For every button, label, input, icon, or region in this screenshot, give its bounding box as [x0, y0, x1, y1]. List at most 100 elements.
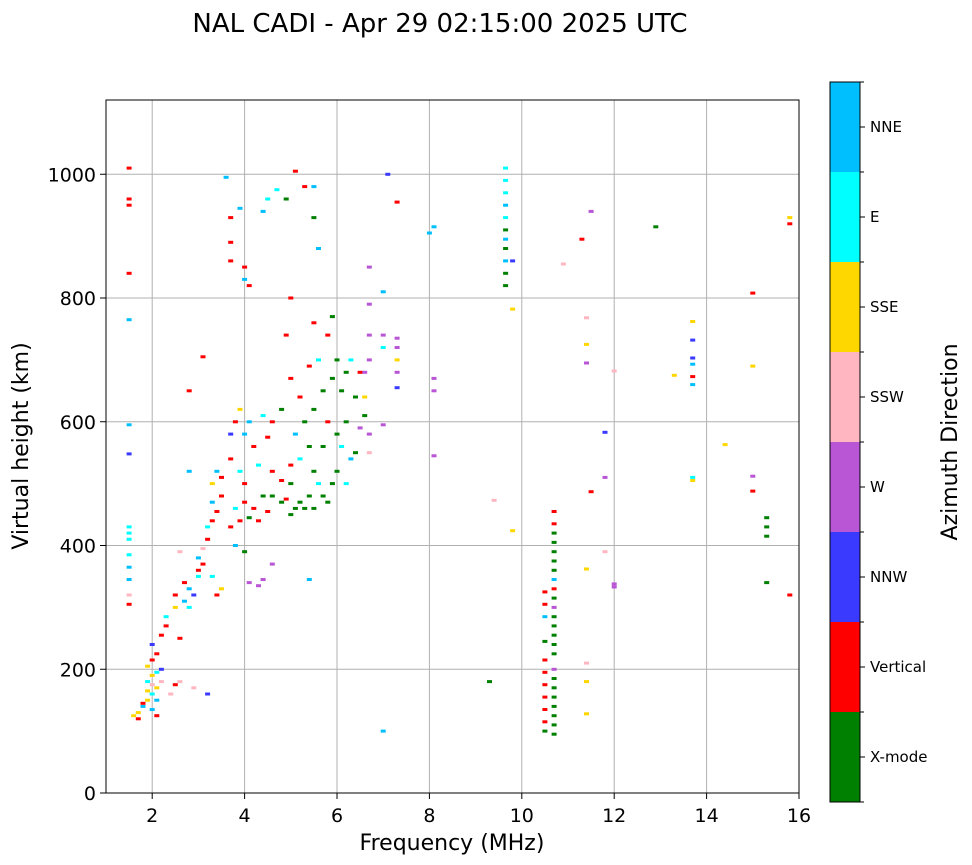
data-point: [542, 670, 548, 674]
data-point: [394, 370, 400, 374]
data-point: [380, 346, 386, 349]
data-point: [195, 574, 201, 578]
data-point: [764, 516, 770, 520]
colorbar-label: SSW: [870, 388, 904, 406]
data-point: [394, 200, 400, 204]
data-point: [214, 593, 220, 597]
data-point: [503, 216, 509, 220]
data-point: [348, 358, 354, 362]
data-point: [362, 395, 368, 399]
data-point: [503, 259, 509, 263]
data-point: [292, 506, 298, 510]
data-point: [690, 320, 696, 323]
data-point: [274, 188, 280, 192]
data-point: [145, 680, 151, 684]
data-point: [200, 355, 206, 359]
data-point: [653, 225, 659, 229]
data-point: [219, 475, 224, 479]
data-point: [366, 451, 372, 455]
data-point: [487, 680, 492, 684]
data-point: [140, 704, 146, 708]
data-point: [237, 206, 243, 210]
data-point: [228, 259, 234, 263]
x-tick-label: 6: [331, 805, 343, 827]
data-point: [551, 714, 557, 718]
data-point: [551, 596, 557, 600]
data-point: [182, 581, 187, 585]
data-point: [126, 593, 132, 597]
data-point: [168, 692, 174, 696]
data-point: [311, 407, 317, 411]
data-point: [163, 624, 169, 628]
data-point: [288, 482, 294, 486]
x-axis-label: Frequency (MHz): [360, 831, 545, 856]
y-tick-label: 800: [60, 288, 96, 310]
data-point: [186, 605, 192, 609]
data-point: [339, 389, 345, 393]
data-point: [690, 479, 696, 482]
colorbar-frame: [829, 81, 861, 803]
data-point: [186, 469, 192, 473]
data-point: [787, 216, 793, 220]
data-point: [764, 525, 770, 529]
data-point: [320, 445, 326, 448]
data-point: [584, 316, 589, 320]
data-point: [228, 240, 234, 244]
data-point: [503, 191, 509, 195]
data-point: [325, 333, 331, 337]
data-point: [195, 556, 201, 560]
colorbar-label: X-mode: [870, 748, 927, 766]
data-point: [145, 698, 151, 702]
data-point: [302, 506, 308, 510]
data-point: [551, 540, 557, 544]
data-point: [145, 689, 151, 693]
data-point: [135, 717, 141, 721]
data-point: [602, 430, 608, 434]
y-tick-label: 200: [60, 659, 96, 681]
data-point: [551, 624, 557, 628]
data-point: [357, 426, 363, 430]
data-point: [787, 222, 793, 226]
data-point: [256, 519, 261, 523]
data-point: [348, 457, 354, 461]
colorbar-label: Vertical: [870, 658, 926, 676]
data-point: [302, 420, 308, 424]
data-point: [380, 729, 386, 733]
data-point: [149, 658, 155, 662]
data-point: [242, 277, 248, 281]
data-point: [366, 333, 372, 337]
data-point: [611, 369, 617, 373]
data-point: [343, 420, 349, 424]
data-point: [380, 423, 386, 427]
data-point: [200, 547, 206, 551]
data-point: [329, 482, 335, 486]
data-point: [232, 544, 238, 547]
data-point: [126, 166, 132, 170]
data-point: [172, 593, 178, 597]
data-point: [551, 550, 557, 554]
data-point: [177, 550, 183, 554]
y-axis-ticks: 0 200 400 600 800 1000: [48, 164, 106, 805]
data-point: [191, 593, 197, 597]
data-point: [126, 318, 132, 322]
grid-lines: [106, 100, 800, 794]
data-point: [588, 490, 594, 494]
data-point: [551, 652, 557, 656]
data-point: [158, 680, 164, 684]
data-point: [200, 562, 206, 566]
data-point: [690, 475, 696, 479]
data-point: [551, 686, 557, 690]
data-point: [154, 714, 160, 718]
data-point: [551, 633, 557, 637]
chart-title: NAL CADI - Apr 29 02:15:00 2025 UTC: [192, 9, 687, 39]
data-point: [149, 673, 155, 677]
data-point: [584, 680, 589, 684]
data-point: [242, 432, 248, 436]
data-point: [542, 639, 548, 643]
data-point: [283, 497, 289, 501]
colorbar-label: W: [870, 478, 885, 496]
data-point: [246, 420, 252, 424]
data-point: [297, 457, 303, 461]
data-point: [288, 513, 294, 517]
data-point: [149, 692, 155, 696]
